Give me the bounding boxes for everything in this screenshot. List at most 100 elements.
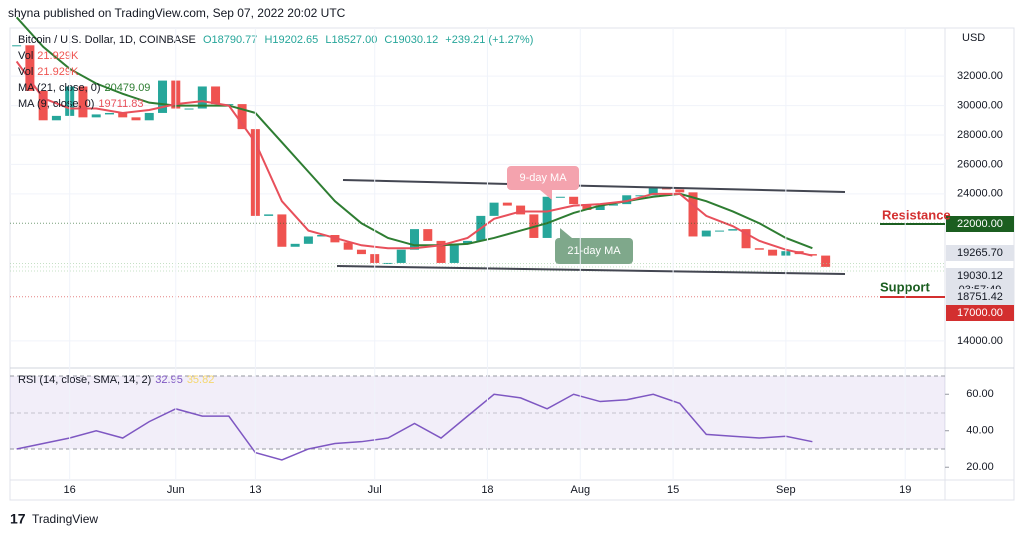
- candle-body: [688, 192, 698, 237]
- header: shyna published on TradingView.com, Sep …: [8, 6, 346, 20]
- candle-body: [25, 45, 35, 91]
- candle-body: [648, 187, 658, 196]
- y-tick-label: 40.00: [966, 425, 994, 437]
- y-tick-label: 28000.00: [957, 129, 1003, 141]
- candle-body: [516, 205, 526, 215]
- candle-body: [410, 229, 420, 250]
- rsi-line: [16, 393, 813, 461]
- lower-trend-line: [336, 265, 846, 275]
- price-label-box: [946, 216, 1014, 232]
- x-tick-label: 16: [64, 484, 76, 496]
- price-label: 18751.42: [957, 291, 1003, 303]
- legend-ma9-value: 19711.83: [98, 98, 143, 110]
- y-tick-label: 32000.00: [957, 70, 1003, 82]
- legend-high: H19202.65: [264, 34, 318, 46]
- candle-body: [211, 86, 221, 105]
- y-tick-label: 24000.00: [957, 188, 1003, 200]
- chart-frame: [9, 27, 1015, 501]
- legend-ma21-label: MA (21, close, 0): [18, 82, 101, 94]
- candle-body: [396, 249, 406, 263]
- legend-rsi-value: 32.95: [155, 374, 183, 386]
- candle-body: [622, 195, 632, 205]
- price-label-box: [946, 289, 1014, 305]
- candle-body: [51, 115, 61, 121]
- price-label: 19265.70: [957, 247, 1003, 259]
- legend-vol-label: Vol: [18, 50, 33, 62]
- candle-body: [754, 248, 764, 250]
- candle-body: [436, 240, 446, 263]
- candle-body: [463, 240, 473, 244]
- candle-body: [184, 108, 194, 110]
- legend-symbol: Bitcoin / U.S. Dollar, 1D, COINBASE: [18, 34, 196, 46]
- candle-body: [38, 90, 48, 121]
- candle-body: [12, 45, 22, 47]
- ma21-callout-pointer: [560, 228, 572, 238]
- candle-body: [118, 112, 128, 118]
- currency: USD: [962, 32, 985, 44]
- moving-average-line: [15, 60, 813, 257]
- candle-body: [91, 114, 101, 118]
- candle-body: [715, 230, 725, 232]
- candle-body: [489, 202, 499, 216]
- legend-vol-2: Vol 21.929K: [18, 66, 79, 78]
- ma9-callout: [507, 166, 579, 190]
- candle-body: [290, 243, 300, 247]
- x-tick-label: Jul: [368, 484, 382, 496]
- candle-body: [356, 249, 366, 255]
- candle-body: [569, 196, 579, 205]
- ma9-callout-pointer: [540, 190, 552, 200]
- y-tick-label: 20.00: [966, 461, 994, 473]
- candle-body: [131, 117, 141, 121]
- legend-close: C19030.12: [384, 34, 438, 46]
- candle-body: [144, 112, 154, 121]
- candle-body: [237, 104, 247, 130]
- legend-vol-1: Vol 21.929K: [18, 50, 79, 62]
- candle-body: [264, 214, 274, 216]
- legend-rsi-sma-value: 35.82: [187, 374, 215, 386]
- legend-ma21: MA (21, close, 0) 20479.09: [18, 82, 150, 94]
- candle-body: [635, 195, 645, 197]
- upper-trend-line: [342, 179, 846, 193]
- footer-logo: 17: [10, 511, 26, 527]
- candle-body: [595, 205, 605, 210]
- x-tick-label: 13: [249, 484, 261, 496]
- legend-change: +239.21 (+1.27%): [445, 34, 533, 46]
- legend-vol-value: 21.929K: [37, 66, 79, 78]
- legend-symbol-line: Bitcoin / U.S. Dollar, 1D, COINBASE O187…: [18, 34, 533, 46]
- price-label-box: [946, 245, 1014, 261]
- x-tick-label: 19: [899, 484, 911, 496]
- candle-body: [277, 214, 287, 247]
- candle-body: [701, 230, 711, 237]
- legend-vol-label: Vol: [18, 66, 33, 78]
- x-tick-label: Sep: [776, 484, 796, 496]
- y-tick-label: 26000.00: [957, 158, 1003, 170]
- legend-open: O18790.77: [203, 34, 257, 46]
- candle-body: [303, 236, 313, 244]
- y-tick-label: 30000.00: [957, 99, 1003, 111]
- y-tick-label: 60.00: [966, 388, 994, 400]
- candle-body: [449, 243, 459, 263]
- candle-body: [502, 202, 512, 206]
- legend-ma9-label: MA (9, close, 0): [18, 98, 94, 110]
- ma21-callout-text: 21-day MA: [567, 245, 621, 257]
- legend-rsi-label: RSI (14, close, SMA, 14, 2): [18, 374, 151, 386]
- candle-body: [608, 204, 618, 206]
- x-tick-label: 15: [667, 484, 679, 496]
- legend-low: L18527.00: [325, 34, 377, 46]
- legend-ma21-value: 20479.09: [105, 82, 151, 94]
- candle-body: [104, 112, 114, 115]
- candle-body: [423, 229, 433, 241]
- candle-body: [343, 242, 353, 250]
- candle-body: [383, 262, 393, 264]
- plot: 32000.00 30000.00 28000.00 26000.00 24000.00…: [10, 16, 1014, 496]
- x-tick-label: Jun: [167, 484, 185, 496]
- candle-body: [582, 204, 592, 210]
- y-tick-label: 14000.00: [957, 335, 1003, 347]
- footer-brand: TradingView: [32, 512, 98, 526]
- ma21-callout: [555, 238, 633, 264]
- price-label: 17000.00: [957, 307, 1003, 319]
- x-tick-label: 18: [481, 484, 493, 496]
- legend-vol-value: 21.929K: [37, 50, 79, 62]
- candle-body: [768, 249, 778, 256]
